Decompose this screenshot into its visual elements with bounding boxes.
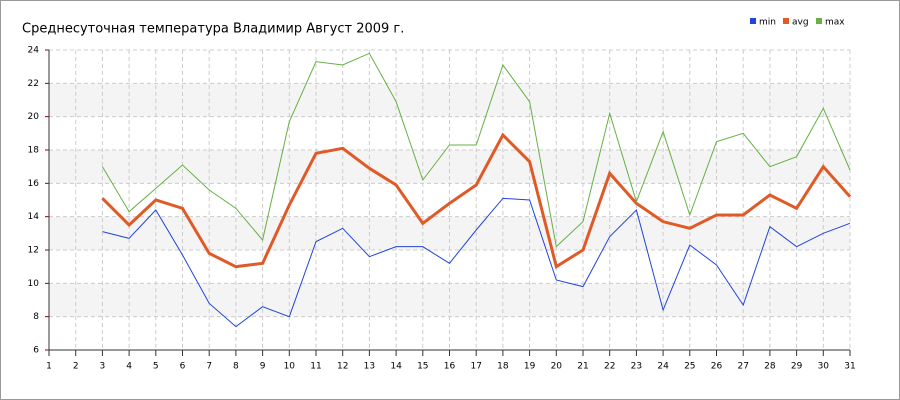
x-tick-label: 17 — [470, 362, 481, 372]
x-tick-label: 20 — [551, 362, 563, 372]
y-tick-label: 16 — [28, 179, 40, 189]
series-line — [102, 197, 851, 328]
x-tick-label: 9 — [260, 362, 266, 372]
x-tick-label: 5 — [153, 362, 159, 372]
x-tick-label: 6 — [180, 362, 186, 372]
x-tick-label: 28 — [764, 362, 776, 372]
x-tick-label: 10 — [284, 362, 296, 372]
x-tick-label: 23 — [631, 362, 642, 372]
legend-label: max — [825, 18, 845, 28]
x-tick-label: 24 — [657, 362, 669, 372]
x-tick-label: 31 — [844, 362, 855, 372]
y-tick-label: 24 — [28, 46, 40, 56]
x-tick-label: 19 — [524, 362, 536, 372]
chart-title: Среднесуточная температура Владимир Авгу… — [22, 22, 404, 37]
x-tick-label: 12 — [337, 362, 348, 372]
x-tick-label: 16 — [444, 362, 456, 372]
legend-swatch — [816, 18, 822, 24]
y-tick-label: 6 — [33, 346, 39, 356]
x-tick-label: 11 — [310, 362, 321, 372]
legend-label: min — [759, 18, 776, 28]
x-tick-label: 4 — [126, 362, 132, 372]
x-tick-label: 8 — [233, 362, 239, 372]
y-tick-label: 10 — [28, 279, 40, 289]
x-tick-label: 22 — [604, 362, 615, 372]
y-tick-label: 20 — [28, 112, 40, 122]
series-line — [101, 52, 851, 248]
y-tick-label: 22 — [28, 79, 39, 89]
x-tick-label: 26 — [711, 362, 723, 372]
x-tick-label: 14 — [390, 362, 402, 372]
x-tick-label: 15 — [417, 362, 428, 372]
y-tick-label: 8 — [33, 312, 39, 322]
x-tick-label: 25 — [684, 362, 695, 372]
x-tick-label: 21 — [577, 362, 588, 372]
x-tick-label: 29 — [791, 362, 803, 372]
x-tick-label: 30 — [818, 362, 830, 372]
y-tick-label: 18 — [28, 146, 40, 156]
series-line — [101, 132, 852, 270]
x-tick-label: 27 — [737, 362, 748, 372]
x-tick-label: 13 — [364, 362, 375, 372]
legend-swatch — [750, 18, 756, 24]
x-tick-label: 2 — [73, 362, 79, 372]
legend-label: avg — [792, 18, 809, 28]
y-tick-label: 14 — [28, 212, 40, 222]
x-tick-label: 7 — [206, 362, 212, 372]
x-tick-label: 3 — [100, 362, 106, 372]
legend-swatch — [783, 18, 789, 24]
x-tick-label: 1 — [46, 362, 52, 372]
y-tick-label: 12 — [28, 246, 39, 256]
x-tick-label: 18 — [497, 362, 509, 372]
